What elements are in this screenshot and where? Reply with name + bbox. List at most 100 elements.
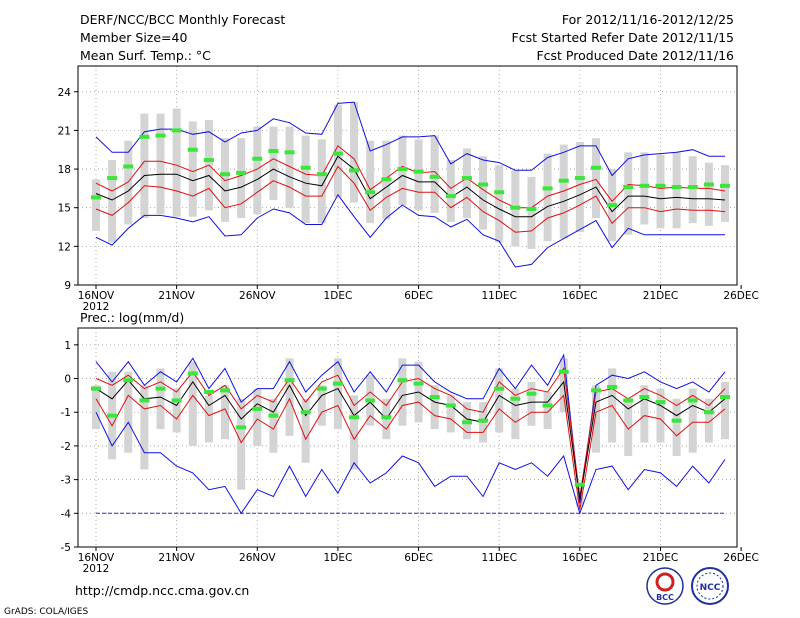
x-tick-label: 6DEC	[404, 552, 433, 564]
spread-box	[704, 162, 713, 226]
forecast-period: For 2012/11/16-2012/12/25	[562, 12, 734, 27]
spread-box	[124, 371, 133, 453]
median-marker	[623, 398, 634, 403]
median-marker	[171, 128, 182, 133]
spread-box	[237, 398, 246, 490]
x-tick-label: 16NOV	[78, 552, 115, 564]
median-marker	[703, 182, 714, 187]
median-marker	[236, 170, 247, 175]
median-marker	[445, 403, 456, 408]
median-marker	[397, 378, 408, 383]
median-marker	[590, 388, 601, 393]
spread-box	[317, 139, 326, 224]
median-marker	[284, 378, 295, 383]
spread-box	[350, 102, 359, 203]
spread-box	[721, 165, 729, 222]
x-tick-label: 21DEC	[643, 290, 678, 302]
median-marker	[91, 386, 101, 391]
median-marker	[332, 151, 343, 156]
spread-box	[156, 113, 165, 215]
precip-title: Prec.: log(mm/d)	[80, 310, 184, 325]
x-tick-label: 16DEC	[562, 290, 597, 302]
spread-box	[479, 156, 488, 230]
median-marker	[123, 164, 134, 169]
x-tick-label: 21DEC	[643, 552, 678, 564]
median-marker	[413, 169, 424, 174]
spread-box	[333, 358, 342, 430]
spread-box	[543, 153, 552, 242]
spread-box	[350, 395, 359, 470]
median-marker	[558, 369, 569, 374]
median-marker	[91, 195, 101, 200]
x-tick-label: 26NOV	[239, 290, 276, 302]
median-marker	[155, 386, 166, 391]
median-marker	[526, 391, 537, 396]
median-marker	[655, 400, 666, 405]
median-marker	[478, 418, 489, 423]
spread-box	[172, 108, 181, 217]
median-marker	[187, 371, 198, 376]
upper-outer-line	[95, 353, 726, 504]
upper-inner-line	[95, 145, 726, 209]
spread-box	[414, 139, 423, 211]
x-tick-label: 26NOV	[239, 552, 276, 564]
spread-box	[204, 395, 213, 443]
median-marker	[203, 390, 214, 395]
upper-inner-line	[95, 367, 726, 497]
spread-box	[559, 144, 568, 239]
median-marker	[381, 177, 392, 182]
spread-box	[269, 126, 278, 200]
spread-box	[317, 385, 326, 426]
median-marker	[590, 165, 601, 170]
spread-box	[688, 156, 697, 224]
spread-box	[301, 398, 310, 463]
y-tick-label: 15	[58, 203, 71, 215]
median-marker	[703, 410, 714, 415]
median-marker	[316, 386, 327, 391]
spread-box	[543, 392, 552, 430]
median-marker	[268, 149, 279, 154]
y-tick-label: 24	[58, 87, 72, 99]
spread-box	[672, 152, 681, 229]
spread-box	[333, 104, 342, 198]
median-marker	[687, 398, 698, 403]
spread-box	[495, 165, 504, 243]
y-tick-label: -4	[61, 508, 72, 520]
spread-box	[285, 126, 294, 208]
median-marker	[574, 482, 585, 487]
median-marker	[187, 147, 198, 152]
x-tick-label: 11DEC	[481, 290, 516, 302]
bcc-logo: BCC	[646, 567, 684, 605]
y-tick-label: -5	[61, 542, 71, 554]
median-marker	[268, 413, 279, 418]
median-marker	[171, 398, 182, 403]
spread-box	[656, 154, 665, 229]
spread-box	[446, 395, 455, 433]
spread-box	[640, 385, 649, 443]
spread-box	[624, 152, 633, 235]
y-tick-label: 12	[58, 241, 71, 253]
spread-box	[221, 138, 230, 222]
x-year-label: 2012	[83, 563, 110, 575]
spread-box	[140, 385, 149, 470]
x-year-label: 2012	[83, 301, 110, 313]
spread-box	[527, 381, 536, 426]
y-tick-label: 9	[64, 280, 71, 292]
median-marker	[655, 183, 666, 188]
spread-box	[156, 368, 165, 430]
ensemble-mean-line	[95, 379, 726, 500]
source-url: http://cmdp.ncc.cma.gov.cn	[75, 583, 249, 598]
x-tick-label: 26DEC	[723, 552, 758, 564]
median-marker	[107, 176, 118, 181]
median-marker	[720, 395, 730, 400]
x-tick-label: 11DEC	[481, 552, 516, 564]
median-marker	[526, 206, 537, 211]
spread-box	[688, 388, 697, 453]
spread-box	[221, 385, 230, 440]
median-marker	[510, 205, 521, 210]
spread-box	[591, 385, 600, 453]
x-tick-label: 1DEC	[324, 290, 353, 302]
header: DERF/NCC/BCC Monthly Forecast Member Siz…	[80, 12, 734, 63]
spread-box	[430, 385, 439, 430]
bcc-logo-text: BCC	[656, 593, 674, 602]
